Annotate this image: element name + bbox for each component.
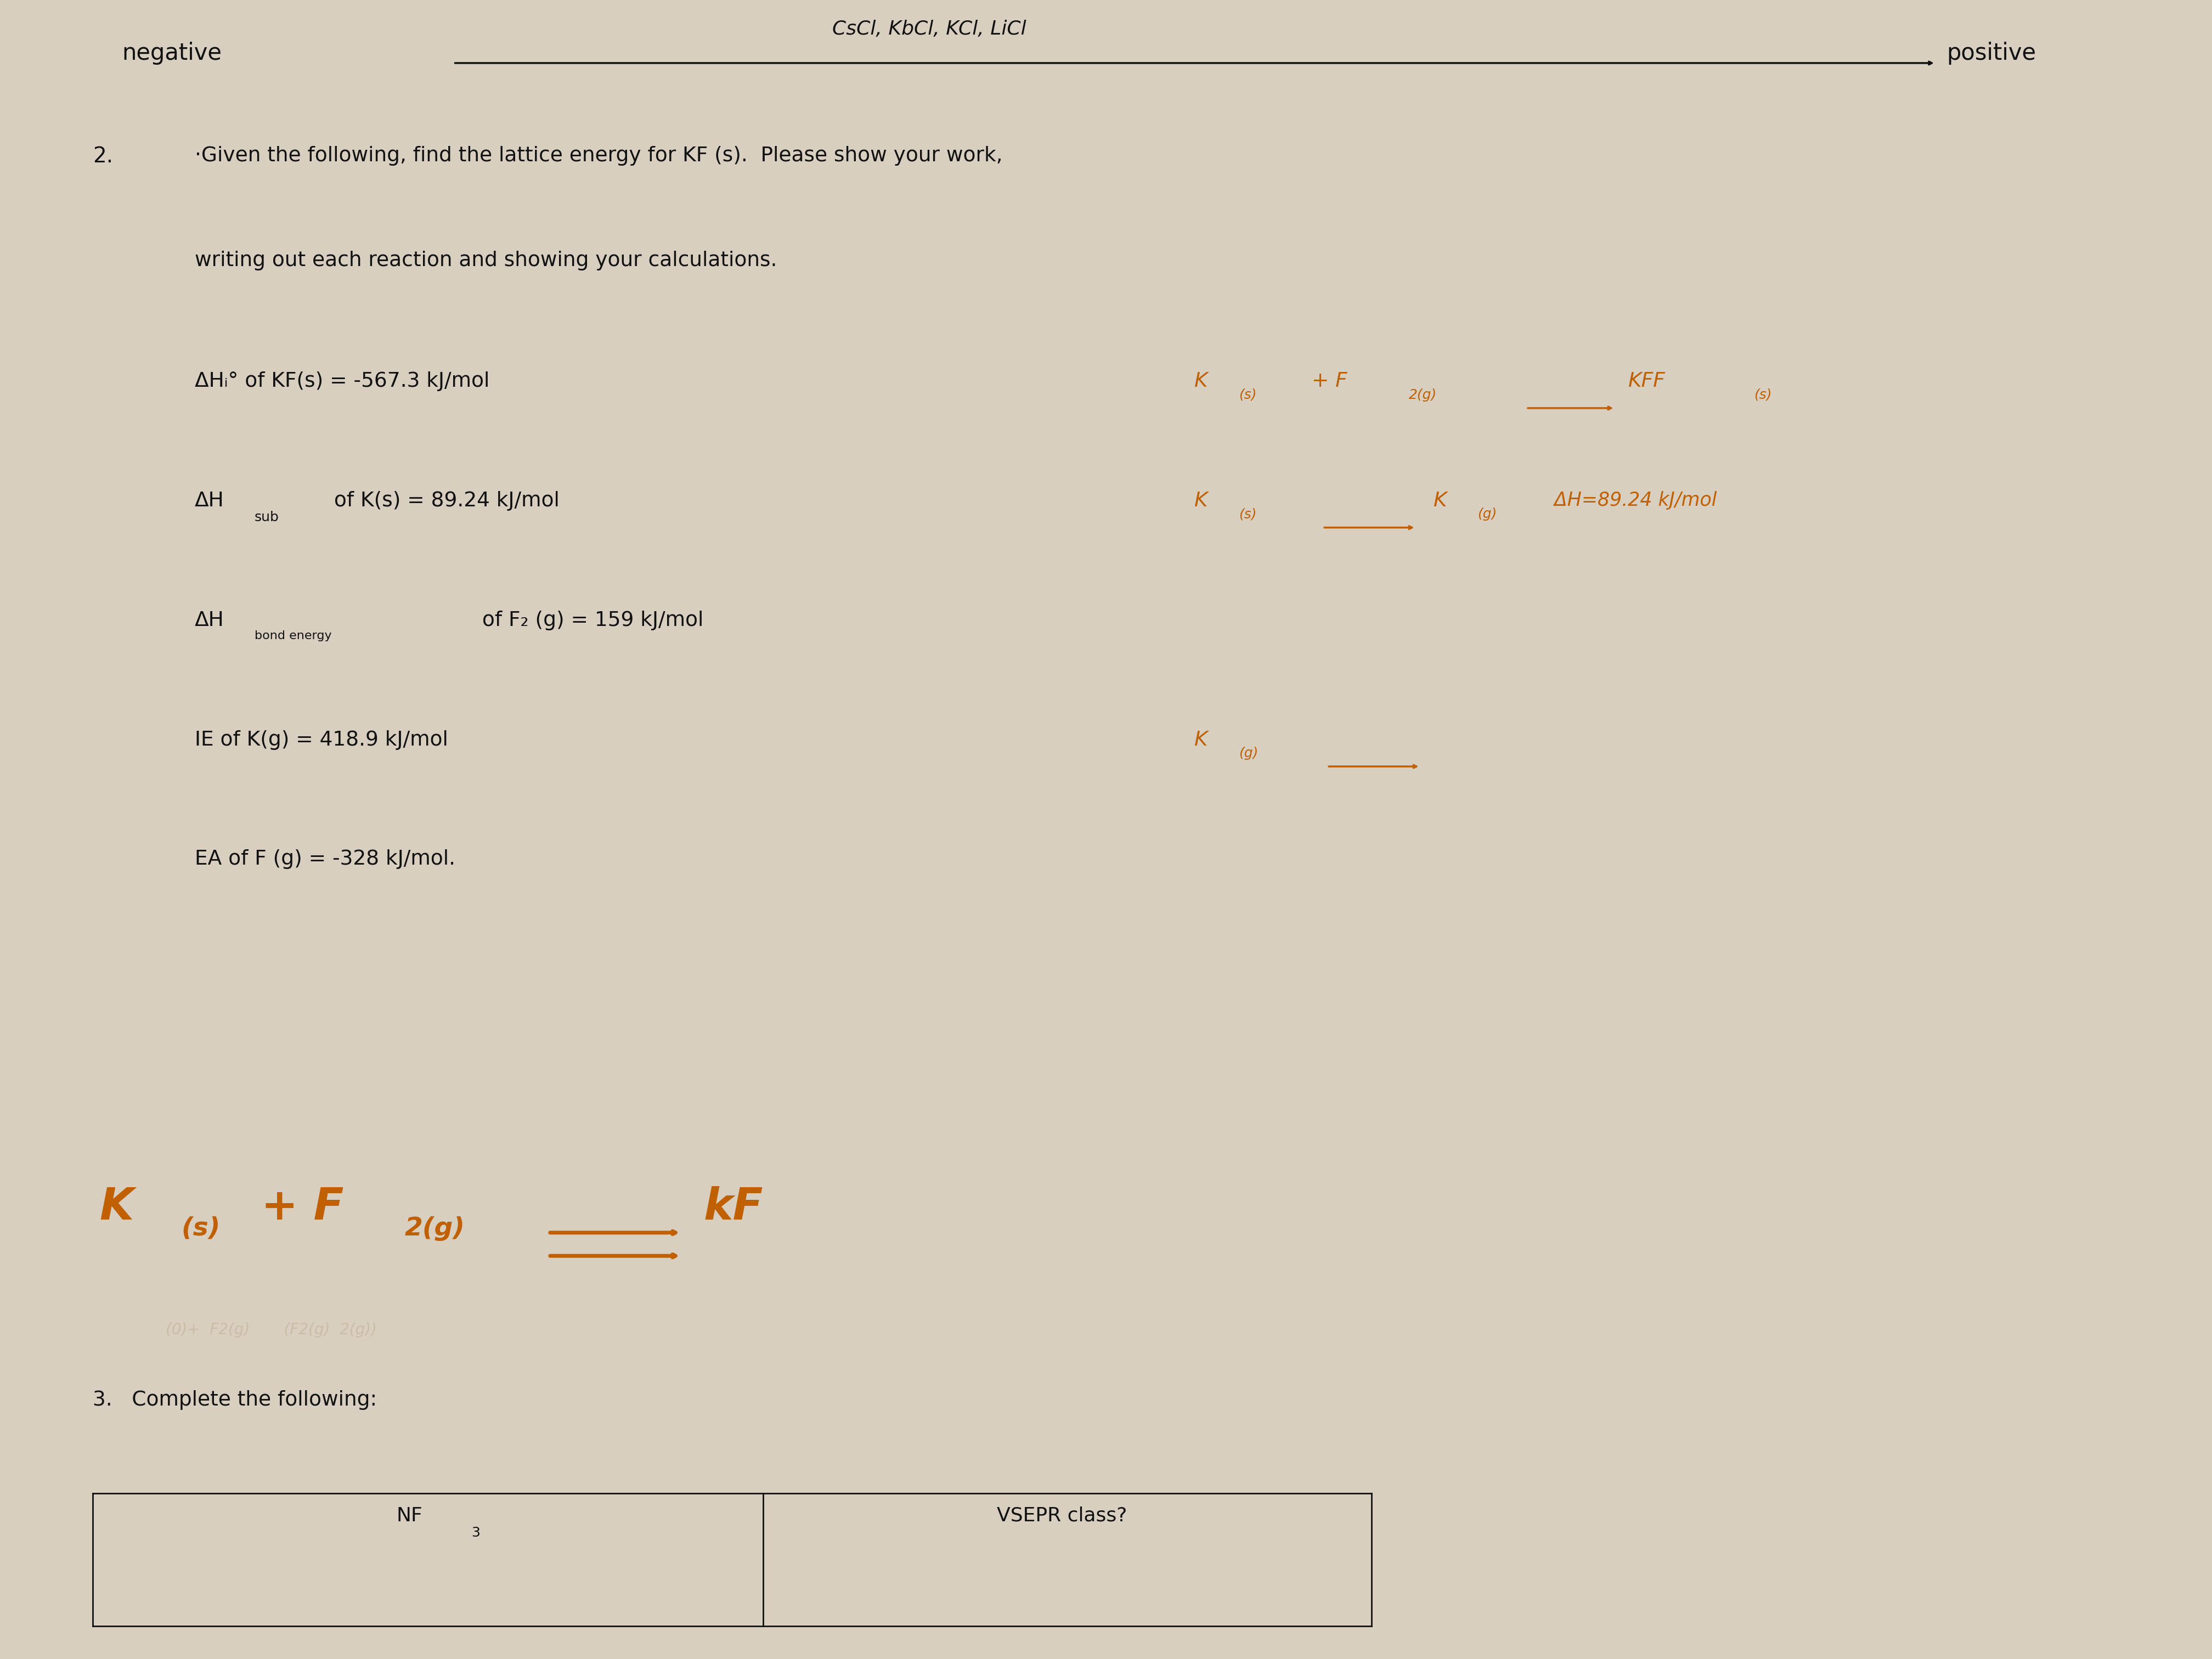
Text: NF: NF <box>396 1506 422 1525</box>
Text: EA of F (g) = -328 kJ/mol.: EA of F (g) = -328 kJ/mol. <box>195 849 456 869</box>
Text: (s): (s) <box>1239 388 1256 401</box>
Text: (g): (g) <box>1478 508 1498 521</box>
Text: (0)+  F2(g)       (F2(g)  2(g)): (0)+ F2(g) (F2(g) 2(g)) <box>166 1322 376 1337</box>
Text: 2(g): 2(g) <box>1409 388 1438 401</box>
Text: (g): (g) <box>1239 747 1259 760</box>
Text: of K(s) = 89.24 kJ/mol: of K(s) = 89.24 kJ/mol <box>327 491 560 511</box>
Text: + F: + F <box>1305 372 1347 392</box>
Text: (s): (s) <box>1754 388 1772 401</box>
Text: 3: 3 <box>471 1526 480 1540</box>
Text: kF: kF <box>703 1186 763 1229</box>
Text: K: K <box>100 1186 133 1229</box>
Text: writing out each reaction and showing your calculations.: writing out each reaction and showing yo… <box>195 251 776 270</box>
Text: ΔH=89.24 kJ/mol: ΔH=89.24 kJ/mol <box>1548 491 1717 509</box>
Text: K: K <box>1194 491 1208 511</box>
Text: K: K <box>1433 491 1447 511</box>
Text: (s): (s) <box>181 1216 221 1241</box>
Text: bond energy: bond energy <box>254 630 332 642</box>
Text: of F₂ (g) = 159 kJ/mol: of F₂ (g) = 159 kJ/mol <box>476 611 703 630</box>
Text: negative: negative <box>122 41 221 65</box>
Text: sub: sub <box>254 511 279 524</box>
Text: ·Given the following, find the lattice energy for KF (s).  Please show your work: ·Given the following, find the lattice e… <box>195 146 1002 166</box>
Text: + F: + F <box>261 1186 343 1229</box>
Text: IE of K(g) = 418.9 kJ/mol: IE of K(g) = 418.9 kJ/mol <box>195 730 449 750</box>
Text: ΔH: ΔH <box>195 611 223 630</box>
Text: (s): (s) <box>1239 508 1256 521</box>
Text: KFF: KFF <box>1628 372 1666 392</box>
Text: positive: positive <box>1947 41 2035 65</box>
Text: K: K <box>1194 730 1208 750</box>
Text: CsCl, KbCl, KCl, LiCl: CsCl, KbCl, KCl, LiCl <box>832 20 1026 38</box>
Text: 2(g): 2(g) <box>405 1216 465 1241</box>
Text: K: K <box>1194 372 1208 392</box>
Text: 2.: 2. <box>93 146 113 168</box>
Text: ΔHᵢ° of KF(s) = -567.3 kJ/mol: ΔHᵢ° of KF(s) = -567.3 kJ/mol <box>195 372 489 392</box>
Text: ΔH: ΔH <box>195 491 223 511</box>
Text: 3.   Complete the following:: 3. Complete the following: <box>93 1390 378 1410</box>
Text: VSEPR class?: VSEPR class? <box>998 1506 1126 1525</box>
